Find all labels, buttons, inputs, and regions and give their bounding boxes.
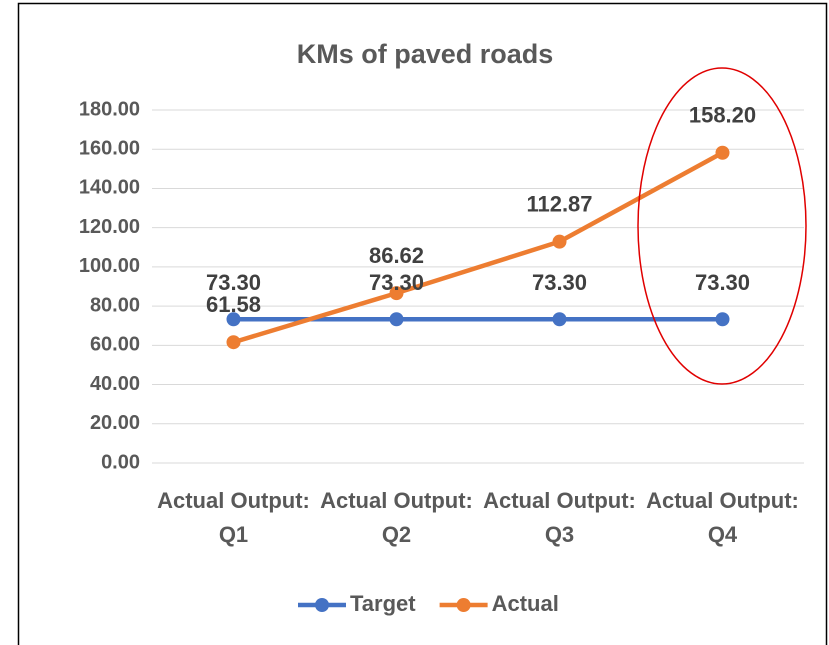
- legend-marker: [315, 598, 329, 612]
- legend-marker: [456, 598, 471, 612]
- y-tick-label: 100.00: [79, 255, 140, 277]
- data-point: [715, 145, 730, 160]
- data-point: [715, 312, 730, 327]
- data-point: [226, 312, 241, 327]
- y-tick-label: 160.00: [79, 138, 140, 160]
- series-line: [231, 150, 725, 345]
- y-tick-label: 180.00: [79, 98, 140, 120]
- y-tick-label: 60.00: [90, 334, 140, 356]
- data-label: 158.20: [689, 103, 756, 128]
- y-tick-label: 80.00: [90, 294, 140, 316]
- chart-title: KMs of paved roads: [297, 39, 554, 69]
- x-tick-label: Actual Output: Q2: [320, 488, 473, 547]
- legend-label: Actual: [492, 591, 559, 616]
- x-tick-label: Actual Output: Q3: [483, 488, 636, 547]
- data-label: 86.62: [369, 243, 424, 268]
- data-point: [552, 234, 567, 249]
- y-tick-label: 140.00: [79, 177, 140, 199]
- data-point: [226, 335, 241, 350]
- highlight-ellipse: [637, 67, 807, 385]
- legend-label: Target: [350, 591, 416, 616]
- data-label: 73.30: [695, 270, 750, 295]
- y-tick-label: 0.00: [101, 451, 140, 473]
- data-point: [389, 286, 404, 301]
- data-label: 61.58: [206, 292, 261, 317]
- data-label: 73.30: [369, 270, 424, 295]
- plot: [226, 145, 730, 350]
- data-label: 73.30: [532, 270, 587, 295]
- data-label: 73.30: [206, 270, 261, 295]
- y-tick-label: 120.00: [79, 216, 140, 238]
- y-tick-label: 40.00: [90, 373, 140, 395]
- data-point: [389, 312, 404, 327]
- x-tick-label: Actual Output: Q1: [157, 488, 310, 547]
- data-point: [552, 312, 567, 327]
- y-tick-label: 20.00: [90, 412, 140, 434]
- data-label: 112.87: [526, 191, 592, 216]
- x-tick-label: Actual Output: Q4: [646, 488, 799, 547]
